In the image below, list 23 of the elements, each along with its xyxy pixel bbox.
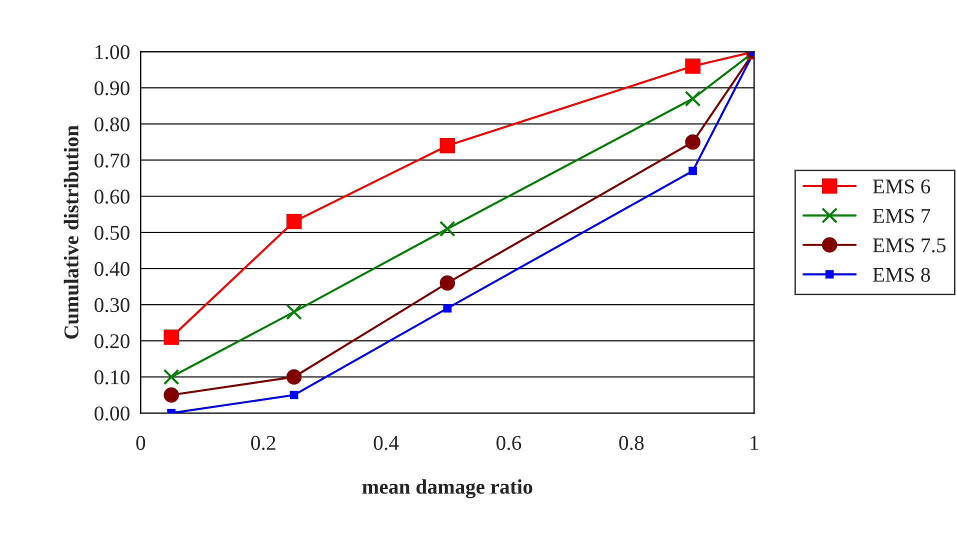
x-tick-label: 0.8 — [619, 436, 644, 450]
x-axis-title: mean damage ratio — [362, 479, 532, 498]
x-tick-label: 0 — [136, 436, 146, 450]
y-tick-label: 1.00 — [96, 45, 130, 60]
legend-label: EMS 7 — [872, 208, 930, 223]
y-tick-label: 0.50 — [94, 226, 130, 240]
legend-label: EMS 8 — [872, 268, 930, 282]
y-tick-label: 0.70 — [94, 153, 130, 168]
y-tick-label: 0.20 — [94, 334, 130, 348]
x-tick-label: 0.4 — [374, 436, 399, 450]
legend-label: EMS 7.5 — [872, 238, 946, 252]
y-tick-label: 0.60 — [94, 190, 130, 204]
y-tick-label: 0.80 — [94, 117, 130, 132]
x-tick-label: 0.2 — [251, 436, 276, 450]
legend-label: EMS 6 — [872, 180, 930, 194]
y-tick-label: 0.40 — [94, 262, 130, 276]
y-tick-label: 0.00 — [94, 406, 130, 421]
y-tick-label: 0.10 — [94, 370, 130, 384]
y-axis-title: Cumulative distribution — [64, 125, 79, 339]
x-tick-label: 0.6 — [496, 436, 522, 450]
y-tick-label: 0.90 — [94, 81, 130, 96]
x-tick-label: 1 — [750, 436, 758, 450]
y-tick-label: 0.30 — [94, 298, 130, 312]
